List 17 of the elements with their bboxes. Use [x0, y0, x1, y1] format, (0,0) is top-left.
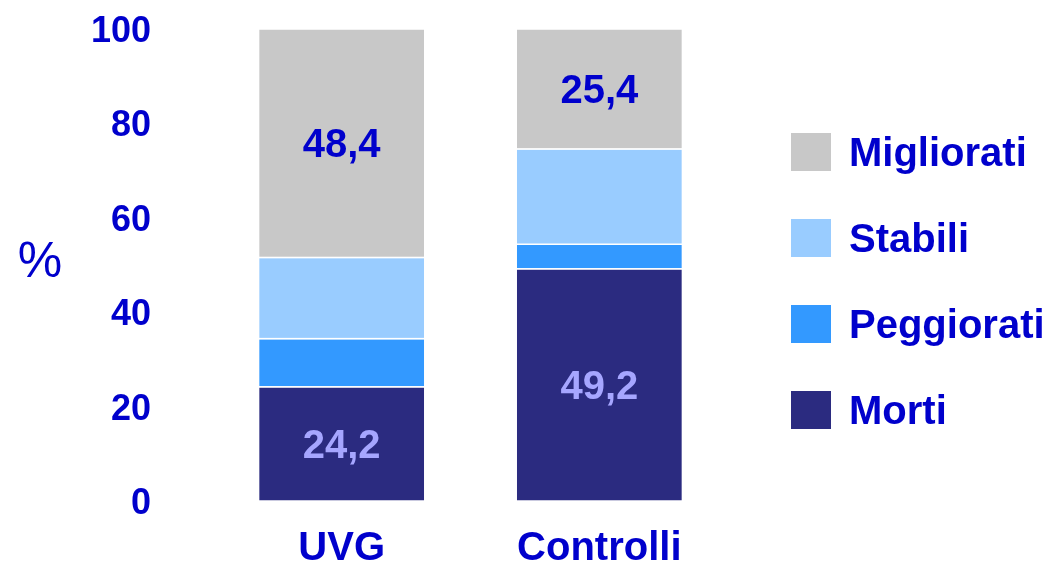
legend-label: Migliorati: [849, 130, 1027, 174]
legend-label: Morti: [849, 388, 947, 432]
y-tick-label: 60: [110, 197, 151, 239]
x-tick-label: Controlli: [517, 524, 682, 568]
x-tick-label: UVG: [298, 524, 386, 568]
y-tick-label: 80: [110, 102, 151, 144]
data-label: 48,4: [302, 121, 382, 166]
legend-label: Peggiorati: [849, 302, 1045, 346]
y-tick-label: 100: [90, 8, 151, 50]
data-label: 24,2: [302, 421, 381, 466]
data-label: 25,4: [560, 66, 639, 111]
legend-label: Stabili: [849, 216, 970, 260]
y-axis-title: %: [17, 232, 63, 288]
data-label: 49,2: [560, 362, 639, 407]
y-tick-label: 0: [130, 480, 151, 522]
y-tick-label: 20: [110, 386, 151, 428]
y-tick-label: 40: [110, 291, 151, 333]
